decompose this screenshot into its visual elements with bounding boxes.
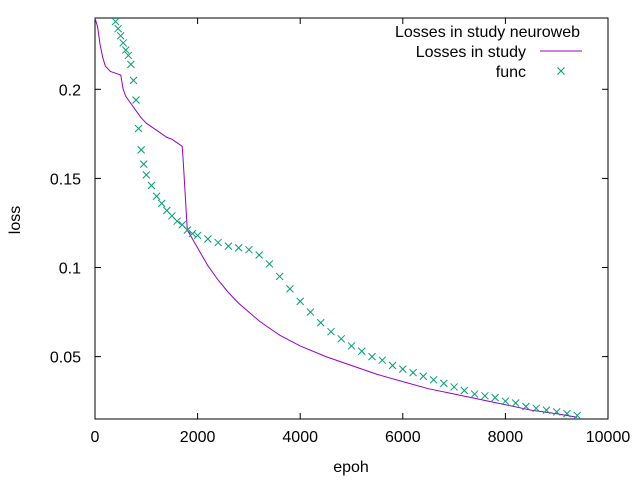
data-point-func xyxy=(157,199,166,208)
data-point-func xyxy=(532,404,541,413)
x-tick-label: 6000 xyxy=(385,429,421,446)
data-point-func xyxy=(119,39,128,47)
data-point-func xyxy=(234,244,243,252)
y-tick-label: 0.1 xyxy=(59,261,81,278)
y-tick-label: 0.15 xyxy=(50,171,81,188)
legend-label-losses: Losses in study xyxy=(416,44,526,61)
data-point-func xyxy=(357,347,366,356)
data-point-func xyxy=(316,318,325,327)
data-point-func xyxy=(188,229,197,238)
data-point-func xyxy=(255,251,264,259)
data-point-func xyxy=(129,76,138,85)
legend-swatch-func xyxy=(557,67,565,75)
data-point-func xyxy=(224,242,233,250)
data-point-func xyxy=(398,365,407,373)
data-point-func xyxy=(347,342,356,350)
legend-marker-cross xyxy=(557,67,565,75)
data-point-func xyxy=(152,192,161,201)
data-point-func xyxy=(542,406,551,414)
data-point-func xyxy=(460,386,469,395)
data-point-func xyxy=(378,356,387,365)
data-point-func xyxy=(275,272,284,281)
data-point-func xyxy=(111,17,120,26)
x-axis-label: epoh xyxy=(333,459,369,476)
data-point-func xyxy=(214,238,222,247)
data-point-func xyxy=(563,409,571,418)
data-point-func xyxy=(327,327,335,336)
data-point-func xyxy=(245,245,253,254)
plot-frame xyxy=(94,17,609,420)
x-tick-label: 8000 xyxy=(488,429,524,446)
legend-title: Losses in study neuroweb xyxy=(395,24,580,41)
data-point-func xyxy=(511,399,520,407)
data-point-func xyxy=(114,24,122,33)
y-tick-label: 0.2 xyxy=(59,82,81,99)
data-point-func xyxy=(552,408,561,416)
data-point-func xyxy=(429,375,438,384)
data-point-func xyxy=(296,297,305,306)
legend-label-func: func xyxy=(496,64,526,81)
data-point-func xyxy=(173,217,181,226)
data-point-func xyxy=(286,285,294,293)
data-point-func xyxy=(470,390,479,398)
data-point-func xyxy=(388,361,397,370)
data-point-func xyxy=(306,308,315,316)
data-point-func xyxy=(501,397,510,406)
data-point-func xyxy=(204,235,212,243)
data-point-func xyxy=(522,402,530,411)
data-point-func xyxy=(439,379,448,388)
data-point-func xyxy=(142,170,151,179)
data-point-func xyxy=(134,124,143,133)
data-point-func xyxy=(193,231,202,240)
x-tick-label: 2000 xyxy=(180,429,216,446)
data-point-func xyxy=(121,46,130,54)
data-point-func xyxy=(481,391,489,400)
series-layer xyxy=(94,17,582,420)
x-tick-label: 4000 xyxy=(282,429,318,446)
y-axis-label: loss xyxy=(7,206,24,234)
x-axis: 0 2000 4000 6000 8000 10000 xyxy=(91,18,631,446)
data-point-func xyxy=(183,226,192,234)
data-point-func xyxy=(137,146,146,154)
x-tick-label: 10000 xyxy=(586,429,631,446)
data-point-func xyxy=(419,372,428,381)
x-tick-label: 0 xyxy=(91,429,100,446)
data-point-func xyxy=(265,260,274,268)
data-point-func xyxy=(573,411,582,420)
data-point-func xyxy=(491,393,499,402)
data-point-func xyxy=(127,60,135,69)
data-point-func xyxy=(450,383,458,391)
data-point-func xyxy=(337,334,346,343)
data-point-func xyxy=(116,31,125,40)
data-point-func xyxy=(147,181,156,190)
y-axis: 0.05 0.1 0.15 0.2 xyxy=(50,82,608,367)
data-point-func xyxy=(409,368,417,377)
data-point-func xyxy=(139,160,148,168)
y-tick-label: 0.05 xyxy=(50,350,81,367)
data-point-func xyxy=(368,352,376,361)
data-point-func xyxy=(124,51,133,60)
data-point-func xyxy=(132,96,140,104)
legend: Losses in study neuroweb Losses in study… xyxy=(395,24,582,81)
